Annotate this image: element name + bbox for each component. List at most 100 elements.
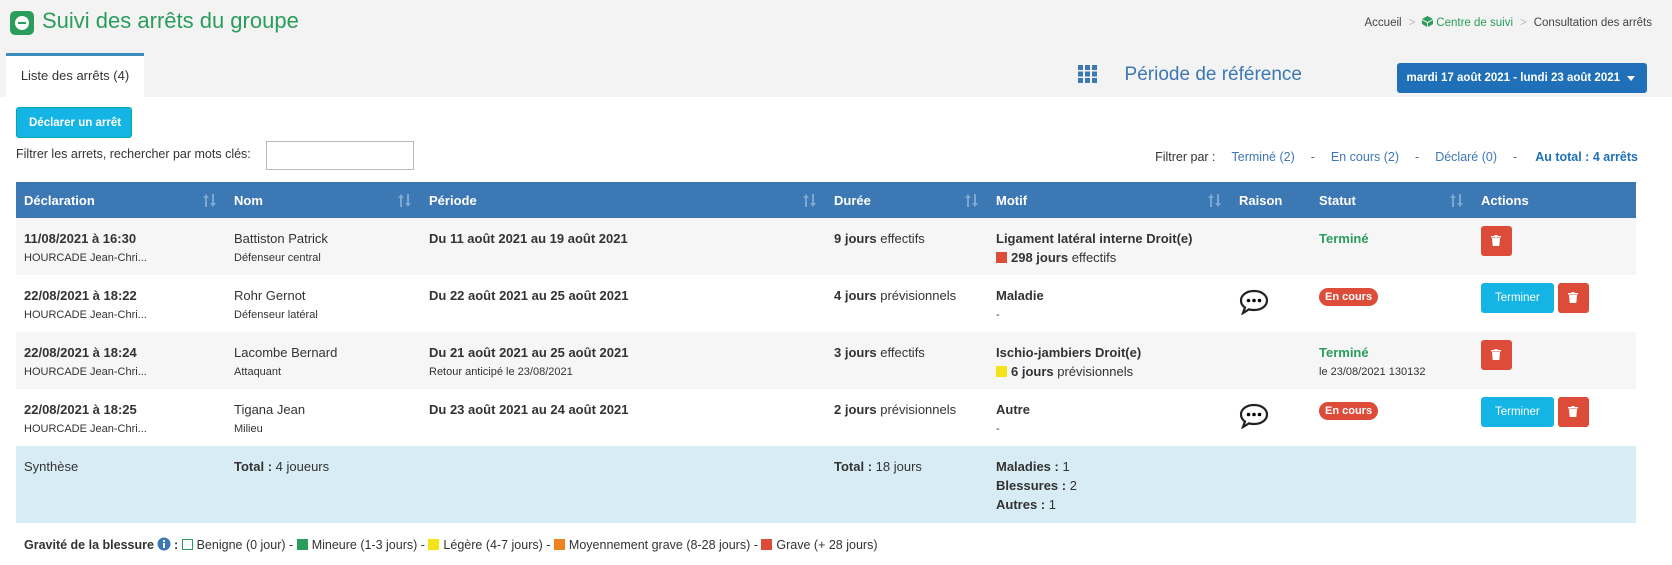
- period-note: Retour anticipé le 23/08/2021: [429, 366, 573, 378]
- finish-button[interactable]: Terminer: [1481, 397, 1554, 427]
- legend-label: Gravité de la blessure: [24, 538, 154, 552]
- period: Du 23 août 2021 au 24 août 2021: [429, 402, 629, 417]
- cell: 22/08/2021 à 18:24 HOURCADE Jean-Chri...: [16, 332, 226, 389]
- cell: Synthèse: [16, 446, 226, 523]
- cell: [1473, 218, 1636, 275]
- cell: Terminer: [1473, 389, 1636, 446]
- duration: 9 jours effectifs: [834, 231, 980, 246]
- summary-row: Synthèse Total : 4 joueurs Total : 18 jour…: [16, 446, 1636, 523]
- player-position: Défenseur central: [234, 252, 321, 264]
- column-header[interactable]: Nom: [226, 182, 421, 218]
- summary-days: Total : 18 jours: [834, 459, 980, 474]
- cell: Maladie -: [988, 275, 1231, 332]
- cell: Autre -: [988, 389, 1231, 446]
- table-row: 22/08/2021 à 18:24 HOURCADE Jean-Chri... L…: [16, 332, 1636, 389]
- player-position: Milieu: [234, 423, 263, 435]
- legend-item: Benigne (0 jour): [196, 538, 286, 552]
- filter-total[interactable]: Au total : 4 arrêts: [1535, 150, 1638, 164]
- summary-count: Blessures : 2: [996, 478, 1223, 493]
- column-header[interactable]: Statut: [1311, 182, 1473, 218]
- duration-days: 3 jours: [834, 345, 877, 360]
- declare-button[interactable]: Déclarer un arrêt: [16, 107, 133, 138]
- cell: [1473, 446, 1636, 523]
- player-name: Rohr Gernot: [234, 288, 306, 303]
- cell: Rohr Gernot Défenseur latéral: [226, 275, 421, 332]
- crumb[interactable]: Accueil: [1364, 17, 1402, 29]
- legend-swatch: [296, 539, 308, 550]
- delete-button[interactable]: [1557, 397, 1589, 427]
- filter-label: Filtrer par :: [1155, 150, 1216, 164]
- period: Du 22 août 2021 au 25 août 2021: [429, 288, 629, 303]
- duration-days: 4 jours: [834, 288, 877, 303]
- legend-item: Grave (+ 28 jours): [776, 538, 878, 552]
- cell: Du 21 août 2021 au 25 août 2021 Retour an…: [421, 332, 826, 389]
- severity-square: [996, 366, 1007, 377]
- filter-link[interactable]: Terminé (2): [1231, 150, 1295, 164]
- search-label: Filtrer les arrets, rechercher par mots …: [16, 147, 251, 161]
- legend-item: Mineure (1-3 jours): [311, 538, 418, 552]
- delete-button[interactable]: [1481, 340, 1512, 370]
- delete-button[interactable]: [1557, 283, 1589, 313]
- column-header[interactable]: Période: [421, 182, 826, 218]
- declared-by: HOURCADE Jean-Chri...: [24, 309, 147, 321]
- tab[interactable]: Liste des arrêts (4): [6, 53, 144, 97]
- count-value: 1: [1062, 459, 1070, 474]
- period: Du 21 août 2021 au 25 août 2021: [429, 345, 629, 360]
- cell: 9 jours effectifs: [826, 218, 988, 275]
- count-value: 2: [1069, 478, 1077, 493]
- search-input[interactable]: [266, 141, 414, 170]
- cell: Maladies : 1 Blessures : 2 Autres : 1: [988, 446, 1231, 523]
- detail-type: effectifs: [1071, 250, 1117, 265]
- cell: Terminé: [1311, 218, 1473, 275]
- legend: Gravité de la blessure: Benigne (0 jour)…: [24, 537, 878, 552]
- declaration-date: 22/08/2021 à 18:24: [24, 345, 137, 360]
- cell: Du 11 août 2021 au 19 août 2021: [421, 218, 826, 275]
- filter-link[interactable]: En cours (2): [1330, 150, 1400, 164]
- reason: Autre: [996, 402, 1030, 417]
- table: Déclaration Nom Période Durée Motif Raison Sta…: [16, 182, 1636, 523]
- declaration-date: 22/08/2021 à 18:22: [24, 288, 137, 303]
- legend-item: Moyennement grave (8-28 jours): [568, 538, 751, 552]
- column-header[interactable]: Motif: [988, 182, 1231, 218]
- period: Du 11 août 2021 au 19 août 2021: [429, 231, 628, 246]
- cell: Ischio-jambiers Droit(e) 6 jours prévisio…: [988, 332, 1231, 389]
- severity-square: [996, 252, 1007, 263]
- finish-button[interactable]: Terminer: [1481, 283, 1554, 313]
- delete-button[interactable]: [1481, 226, 1512, 256]
- comment-icon[interactable]: [1239, 289, 1269, 318]
- column-header[interactable]: Durée: [826, 182, 988, 218]
- detail-days: 6 jours: [1011, 364, 1054, 379]
- filter-link[interactable]: Déclaré (0): [1435, 150, 1498, 164]
- duration-type: effectifs: [880, 345, 925, 360]
- cell: Lacombe Bernard Attaquant: [226, 332, 421, 389]
- column-header[interactable]: Déclaration: [16, 182, 226, 218]
- legend-swatch: [428, 539, 440, 550]
- legend-swatch: [761, 539, 773, 550]
- filters: Filtrer par : Terminé (2) - En cours (2) - Dé…: [1155, 150, 1638, 164]
- legend-sep: -: [289, 538, 294, 552]
- cell: [1231, 332, 1311, 389]
- filter-sep: -: [1415, 150, 1420, 164]
- crumb[interactable]: Centre de suivi: [1436, 17, 1514, 29]
- comment-icon[interactable]: [1239, 403, 1269, 432]
- reason: Ligament latéral interne Droit(e): [996, 231, 1193, 246]
- player-name: Battiston Patrick: [234, 231, 328, 246]
- cell: [421, 446, 826, 523]
- declared-by: HOURCADE Jean-Chri...: [24, 252, 147, 264]
- reason: Ischio-jambiers Droit(e): [996, 345, 1142, 360]
- status-note: le 23/08/2021 130132: [1319, 366, 1426, 378]
- player-name: Tigana Jean: [234, 402, 306, 417]
- legend-sep: -: [753, 538, 758, 552]
- duration: 2 jours prévisionnels: [834, 402, 980, 417]
- legend-swatch: [181, 539, 193, 550]
- crumb-sep: >: [1520, 17, 1527, 29]
- duration-type: prévisionnels: [880, 402, 957, 417]
- duration: 3 jours effectifs: [834, 345, 980, 360]
- cell: [1231, 218, 1311, 275]
- period-label: Période de référence: [1124, 64, 1302, 85]
- count-label: Autres :: [996, 497, 1046, 512]
- duration-type: prévisionnels: [880, 288, 957, 303]
- period-button[interactable]: mardi 17 août 2021 - lundi 23 août 2021: [1396, 63, 1647, 93]
- declared-by: HOURCADE Jean-Chri...: [24, 366, 147, 378]
- column-header: Raison: [1231, 182, 1311, 218]
